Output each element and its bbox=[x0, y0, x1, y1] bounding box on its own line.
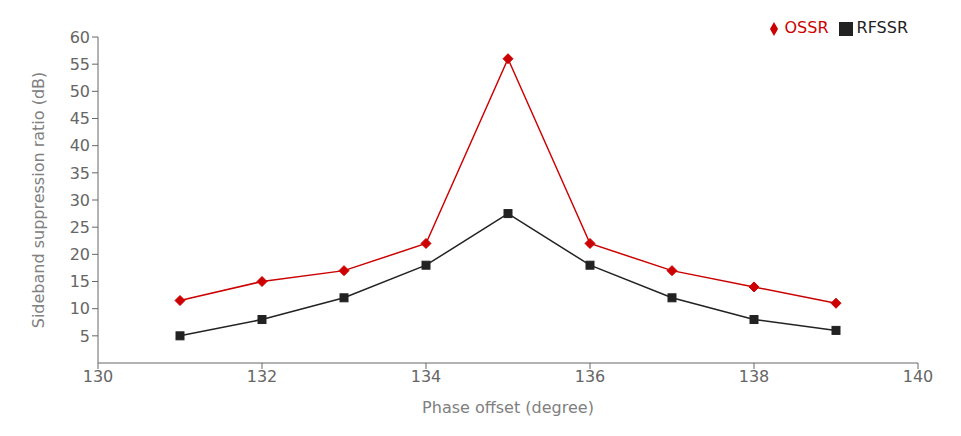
svg-text:140: 140 bbox=[903, 367, 934, 386]
svg-text:5: 5 bbox=[80, 327, 90, 346]
svg-text:20: 20 bbox=[70, 245, 90, 264]
svg-text:10: 10 bbox=[70, 299, 90, 318]
svg-text:25: 25 bbox=[70, 218, 90, 237]
svg-text:15: 15 bbox=[70, 272, 90, 291]
svg-text:45: 45 bbox=[70, 109, 90, 128]
svg-text:40: 40 bbox=[70, 136, 90, 155]
svg-text:134: 134 bbox=[411, 367, 442, 386]
svg-text:35: 35 bbox=[70, 164, 90, 183]
svg-text:130: 130 bbox=[83, 367, 114, 386]
svg-text:138: 138 bbox=[739, 367, 770, 386]
html-text:OSSR: OSSR bbox=[784, 18, 829, 37]
svg-text:Sideband suppression ratio (dB: Sideband suppression ratio (dB) bbox=[29, 72, 48, 329]
svg-text:132: 132 bbox=[247, 367, 278, 386]
html-text:RFSSR: RFSSR bbox=[856, 18, 908, 37]
svg-text:30: 30 bbox=[70, 191, 90, 210]
svg-text:50: 50 bbox=[70, 82, 90, 101]
svg-text:136: 136 bbox=[575, 367, 606, 386]
svg-text:Phase offset (degree): Phase offset (degree) bbox=[422, 398, 594, 417]
svg-text:55: 55 bbox=[70, 55, 90, 74]
svg-text:60: 60 bbox=[70, 28, 90, 47]
